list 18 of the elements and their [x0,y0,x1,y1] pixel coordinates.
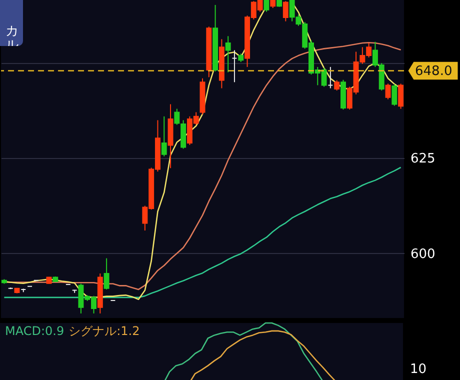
tab: カル [0,0,23,46]
candlestick [174,108,180,126]
y-tick-label: 625 [410,152,436,167]
candlestick [161,116,167,157]
candlestick [264,0,270,12]
candlestick [180,120,186,150]
candlestick [225,36,231,73]
candlestick [282,0,288,22]
text: MACD:0.9 [5,324,64,338]
ref-line-label: 648.0 [415,64,452,79]
candlestick [385,83,391,100]
candlestick [104,258,110,290]
candlestick [392,84,398,106]
text: シグナル:1.2 [68,324,140,338]
text: 10 [410,362,427,377]
candlestick [334,80,340,92]
candlestick [398,83,404,110]
y-tick-label: 600 [410,246,436,262]
